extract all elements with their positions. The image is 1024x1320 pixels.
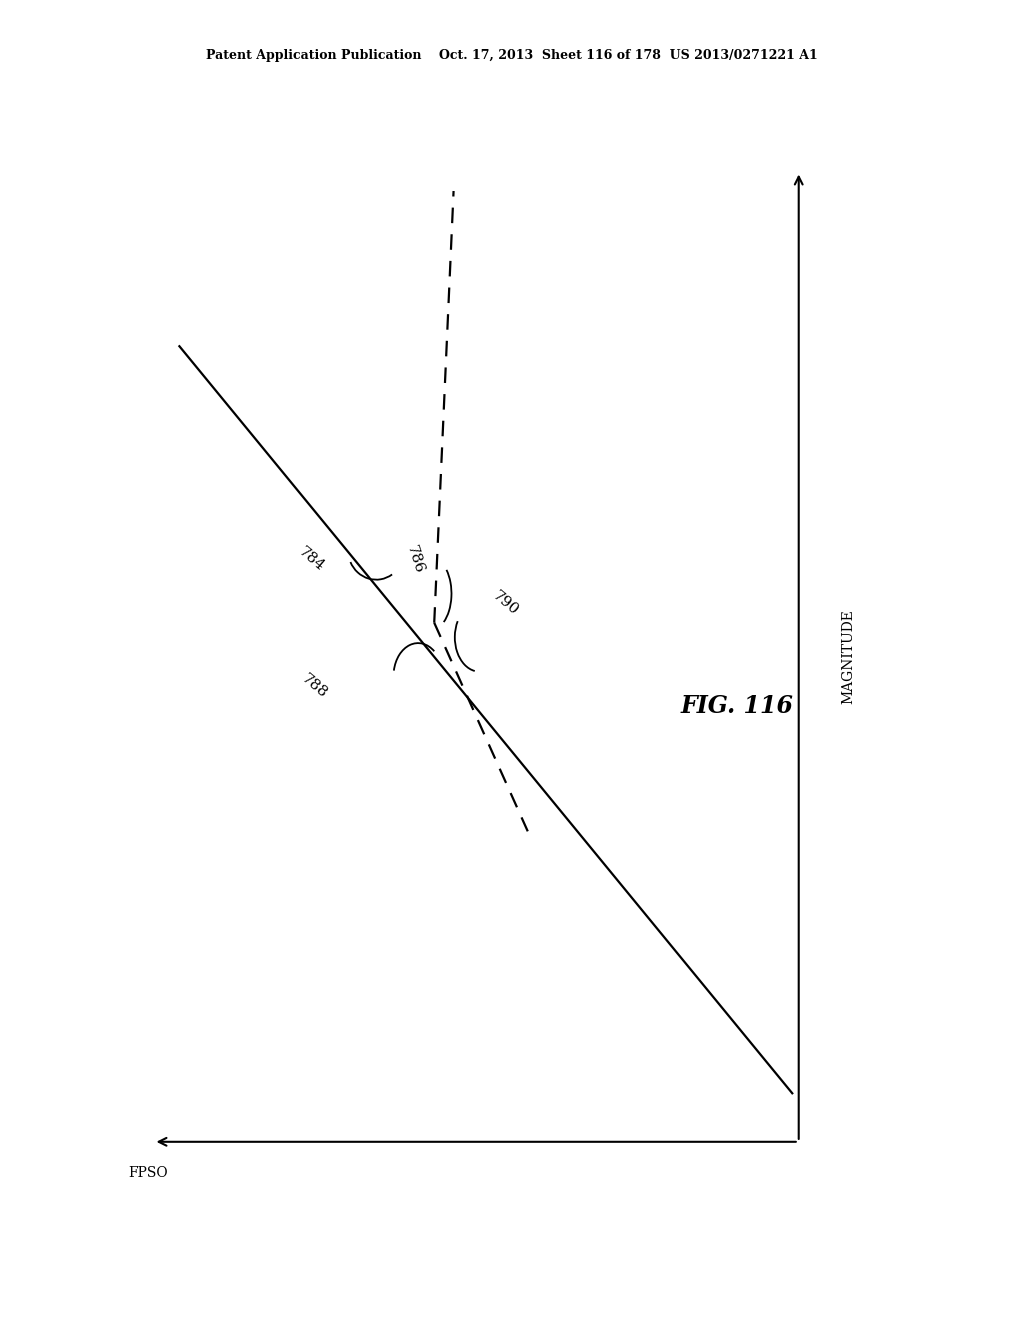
Text: FPSO: FPSO [129, 1166, 168, 1180]
Text: Patent Application Publication    Oct. 17, 2013  Sheet 116 of 178  US 2013/02712: Patent Application Publication Oct. 17, … [206, 49, 818, 62]
Text: FIG. 116: FIG. 116 [681, 694, 794, 718]
Text: MAGNITUDE: MAGNITUDE [841, 610, 855, 704]
Text: 790: 790 [489, 589, 521, 618]
Text: 786: 786 [403, 544, 426, 576]
Text: 784: 784 [296, 545, 328, 574]
Text: 788: 788 [299, 671, 331, 701]
